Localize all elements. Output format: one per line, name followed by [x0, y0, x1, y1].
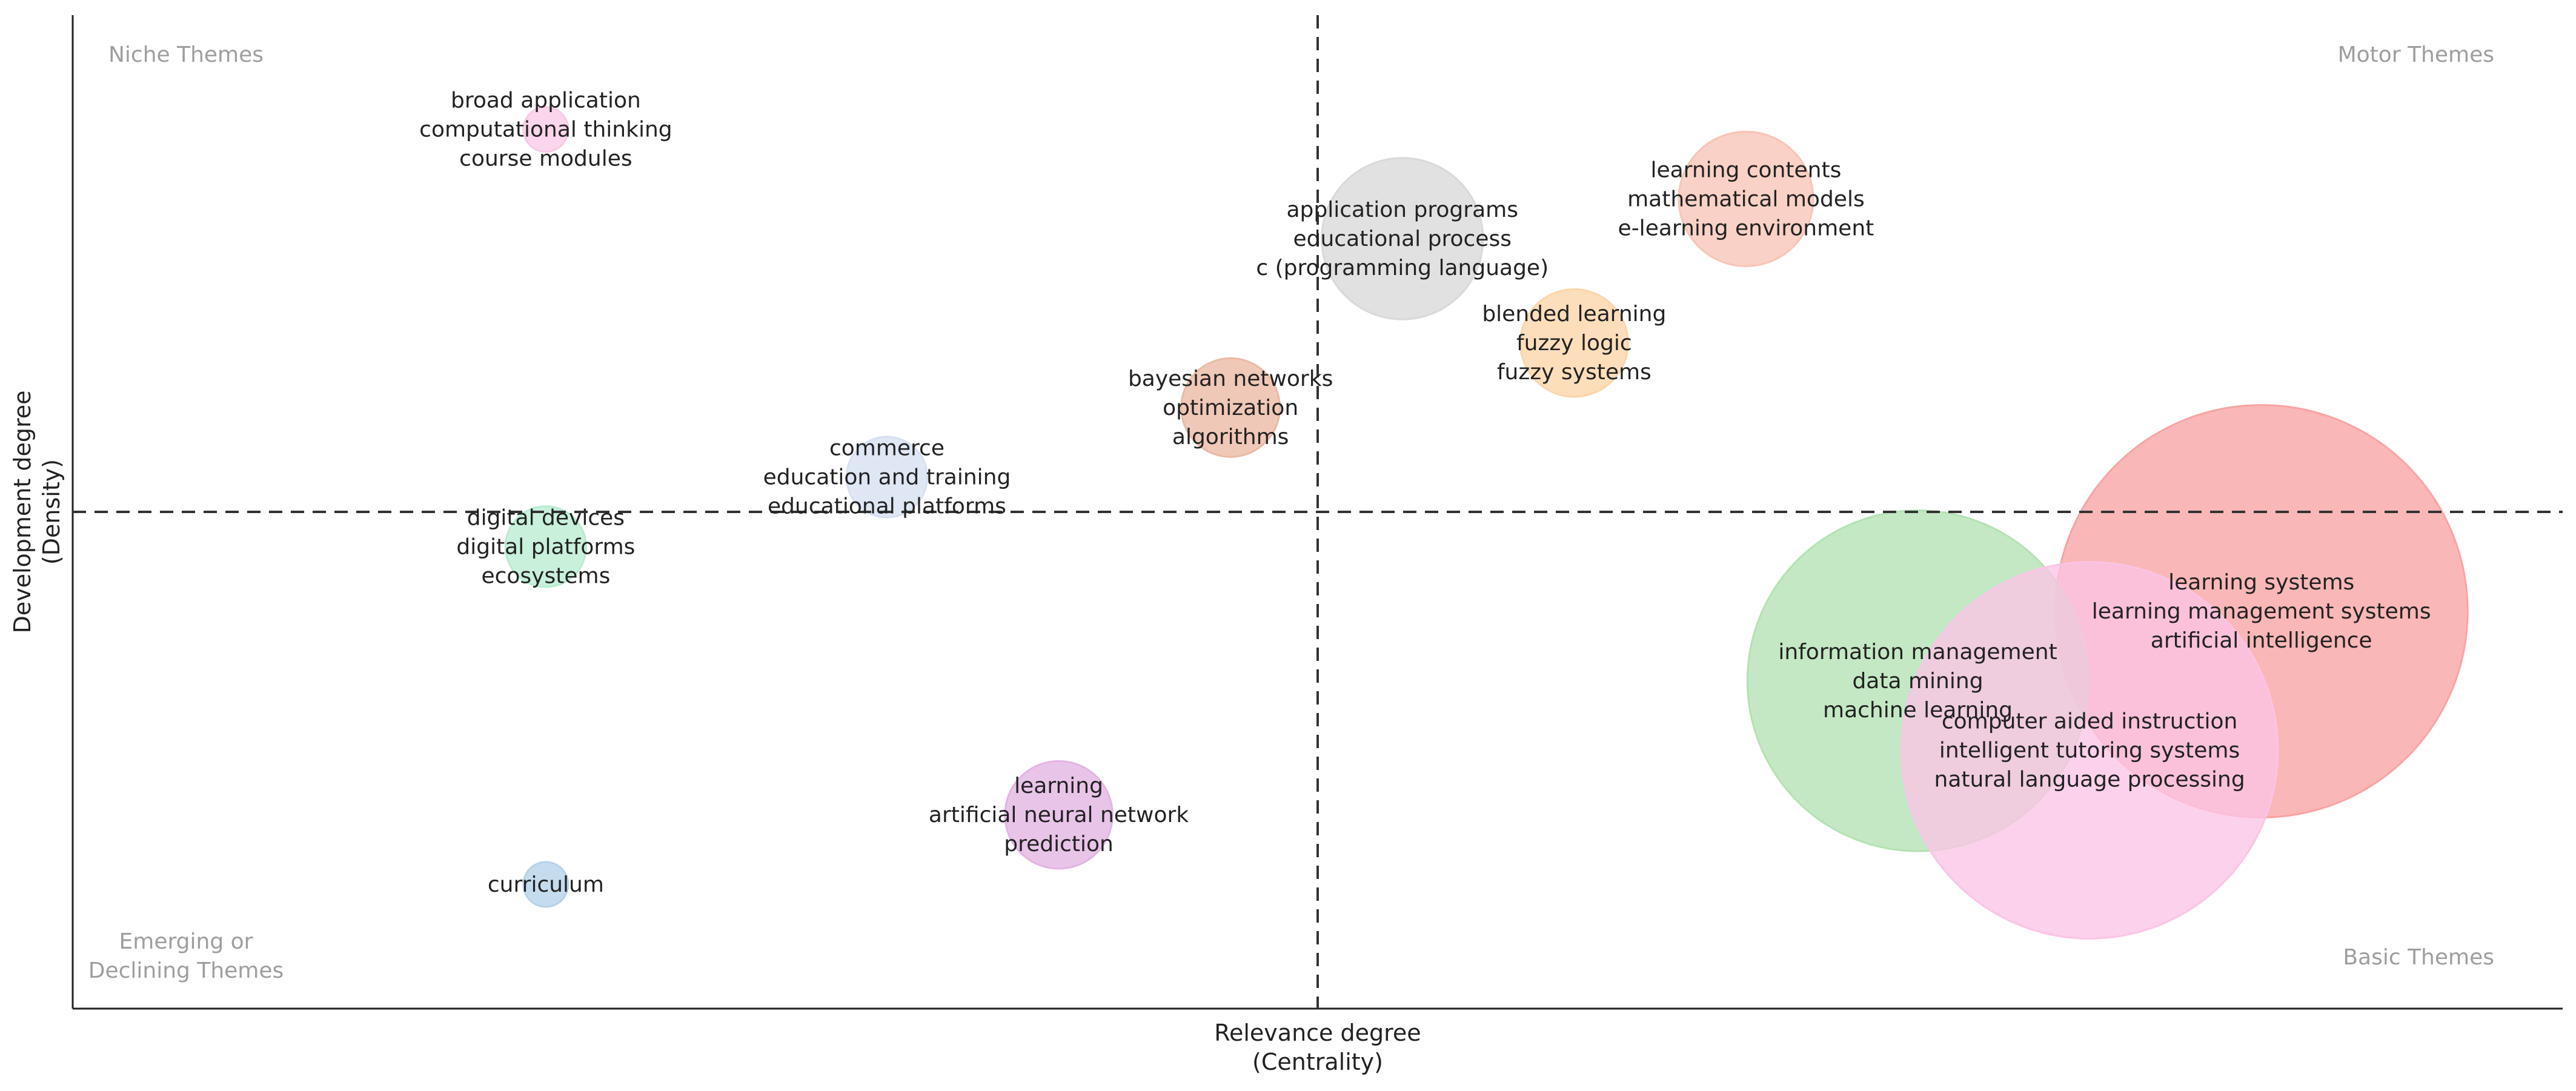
quadrant-labels: Niche Themes Motor Themes Emerging or Decli…	[88, 42, 2494, 983]
bubble-label-line: educational platforms	[768, 494, 1006, 519]
y-axis-title-line: Development degree	[9, 390, 36, 633]
quadrant-label-basic-line: Basic Themes	[2343, 945, 2494, 970]
quadrant-label-emerging-line: Emerging or	[119, 929, 253, 954]
bubble-label-9: computer aided instruction intelligent tu…	[1934, 709, 2245, 792]
bubble-label-line: information management	[1778, 640, 2057, 665]
bubble-label-11: curriculum	[488, 872, 604, 897]
axis-titles: Relevance degree (Centrality) Development …	[9, 390, 1421, 1075]
bubble-9[interactable]	[1900, 561, 2279, 940]
bubble-label-2: application programs educational process c…	[1256, 197, 1549, 280]
bubble-label-7: learning systems learning management syst…	[2092, 570, 2431, 653]
bubble-4[interactable]	[1180, 357, 1281, 458]
bubble-label-line: educational process	[1293, 227, 1511, 251]
bubble-label-10: learning artificial neural network predict…	[929, 774, 1189, 857]
x-axis-title-line: (Centrality)	[1252, 1049, 1383, 1075]
bubble-label-line: c (programming language)	[1256, 256, 1549, 280]
x-axis-title-line: Relevance degree	[1214, 1020, 1421, 1046]
bubble-11[interactable]	[522, 861, 569, 908]
bubble-label-line: computational thinking	[419, 118, 672, 142]
y-axis-title-line: (Density)	[38, 459, 65, 565]
bubble-label-line: learning systems	[2168, 570, 2354, 595]
bubble-label-line: fuzzy logic	[1516, 331, 1632, 356]
bubble-label-line: natural language processing	[1934, 768, 2245, 792]
bubble-label-line: bayesian networks	[1128, 366, 1333, 391]
quadrant-dividers	[73, 15, 2563, 1009]
bubble-label-line: fuzzy systems	[1497, 360, 1651, 385]
bubble-3[interactable]	[1519, 288, 1629, 398]
bubble-label-1: learning contents mathematical models e-le…	[1618, 158, 1874, 240]
bubble-label-line: optimization	[1163, 396, 1298, 420]
bubble-label-line: intelligent tutoring systems	[1939, 738, 2240, 763]
bubble-label-line: digital platforms	[456, 534, 635, 559]
bubble-label-line: artificial neural network	[929, 803, 1189, 827]
bubble-label-line: course modules	[459, 147, 632, 171]
quadrant-label-niche-line: Niche Themes	[108, 42, 264, 67]
bubble-label-line: computer aided instruction	[1942, 709, 2237, 734]
quadrant-label-emerging: Emerging or Declining Themes	[88, 929, 284, 983]
bubble-1[interactable]	[1678, 130, 1814, 267]
bubble-label-line: education and training	[763, 465, 1011, 490]
bubble-label-line: learning management systems	[2092, 599, 2431, 624]
bubble-label-line: broad application	[451, 88, 641, 113]
quadrant-label-basic: Basic Themes	[2343, 945, 2494, 970]
bubble-labels: broad application computational thinking c…	[419, 88, 2431, 897]
bubble-label-line: e-learning environment	[1618, 216, 1874, 240]
bubble-label-line: blended learning	[1482, 302, 1666, 327]
bubble-label-5: commerce education and training educationa…	[763, 436, 1011, 519]
bubble-label-0: broad application computational thinking c…	[419, 88, 672, 171]
quadrant-label-motor: Motor Themes	[2338, 42, 2494, 67]
bubble-2[interactable]	[1321, 157, 1484, 320]
bubble-label-line: machine learning	[1823, 698, 2013, 723]
bubble-6[interactable]	[504, 505, 588, 588]
x-axis-title: Relevance degree (Centrality)	[1214, 1020, 1421, 1075]
bubble-label-line: prediction	[1004, 832, 1114, 857]
bubbles	[504, 106, 2469, 940]
bubble-label-line: artificial intelligence	[2151, 628, 2372, 653]
y-axis-title: Development degree (Density)	[9, 390, 65, 633]
bubble-10[interactable]	[1004, 760, 1114, 870]
bubble-label-line: digital devices	[467, 505, 625, 530]
bubble-label-3: blended learning fuzzy logic fuzzy systems	[1482, 302, 1666, 385]
bubble-label-line: commerce	[829, 436, 944, 461]
bubble-0[interactable]	[522, 106, 569, 153]
quadrant-label-niche: Niche Themes	[108, 42, 264, 67]
bubble-label-line: ecosystems	[481, 563, 610, 588]
bubble-label-8: information management data mining machine…	[1778, 640, 2057, 723]
bubble-5[interactable]	[845, 436, 929, 519]
bubble-label-4: bayesian networks optimization algorithms	[1128, 366, 1333, 449]
bubble-label-line: learning contents	[1650, 158, 1841, 182]
bubble-label-line: curriculum	[488, 872, 604, 897]
quadrant-label-motor-line: Motor Themes	[2338, 42, 2494, 67]
bubble-label-line: algorithms	[1172, 425, 1289, 449]
bubble-label-line: learning	[1014, 774, 1103, 798]
bubble-label-line: application programs	[1287, 197, 1518, 222]
bubble-label-line: mathematical models	[1627, 187, 1865, 211]
bubble-label-line: data mining	[1852, 669, 1983, 694]
quadrant-label-emerging-line: Declining Themes	[88, 958, 284, 983]
bubble-label-6: digital devices digital platforms ecosyste…	[456, 505, 635, 588]
